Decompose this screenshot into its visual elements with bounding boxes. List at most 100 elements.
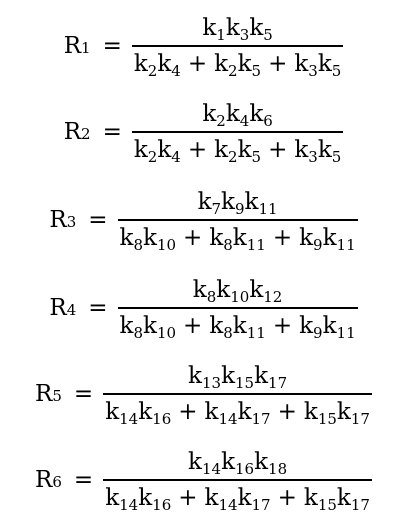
rate-constant-subscript: 17 xyxy=(350,410,370,428)
plus-sign: + xyxy=(272,225,293,251)
rate-constant-subscript: 11 xyxy=(336,324,356,342)
rate-constant-symbol: k xyxy=(299,225,314,251)
rate-constant-symbol: k xyxy=(237,485,252,511)
equation-r5: R 5 = k13k15k17 k14k16 + k14k17 + k15k17 xyxy=(0,354,407,434)
rate-constant-symbol: k xyxy=(303,485,318,511)
rate-constant-symbol: k xyxy=(232,313,247,339)
rate-constant-symbol: k xyxy=(294,137,309,163)
product-term: k3k5 xyxy=(294,137,341,166)
rate-constant-subscript: 9 xyxy=(313,236,323,254)
rate-constant-subscript: 5 xyxy=(263,26,273,44)
product-term: k15k17 xyxy=(304,399,370,428)
numerator: k14k16k18 xyxy=(186,449,289,479)
equation-r3: R 3 = k7k9k11 k8k10 + k8k11 + k9k11 xyxy=(0,180,407,260)
equals-sign: = xyxy=(88,295,108,321)
product-term: k1k3k5 xyxy=(202,15,273,44)
rate-constant-subscript: 16 xyxy=(152,410,172,428)
product-term: k2k4k6 xyxy=(202,101,273,130)
numerator: k1k3k5 xyxy=(200,15,274,45)
fraction-bar xyxy=(117,307,358,309)
rate-constant-symbol: k xyxy=(204,485,219,511)
rate-constant-subscript: 18 xyxy=(268,460,288,478)
product-term: k9k11 xyxy=(299,313,356,342)
product-term: k8k10 xyxy=(120,225,177,254)
product-term: k2k5 xyxy=(214,51,261,80)
fraction: k14k16k18 k14k16 + k14k17 + k15k17 xyxy=(103,449,372,514)
product-term: k2k4 xyxy=(134,137,181,166)
rate-constant-subscript: 8 xyxy=(133,236,143,254)
rate-constant-symbol: k xyxy=(225,15,240,41)
rate-constant-symbol: k xyxy=(294,51,309,77)
rate-constant-subscript: 3 xyxy=(239,26,250,44)
rate-constant-subscript: 2 xyxy=(216,112,226,130)
product-term: k9k11 xyxy=(299,225,356,254)
fraction: k13k15k17 k14k16 + k14k17 + k15k17 xyxy=(103,363,372,428)
rate-constant-symbol: k xyxy=(237,137,252,163)
plus-sign: + xyxy=(187,51,208,77)
rate-constant-subscript: 4 xyxy=(171,148,181,166)
numerator: k2k4k6 xyxy=(200,101,274,131)
rate-constant-symbol: k xyxy=(221,363,235,389)
product-term: k3k5 xyxy=(294,51,341,80)
lhs-symbol: R xyxy=(63,33,82,59)
rate-constant-symbol: k xyxy=(221,449,235,475)
fraction: k8k10k12 k8k10 + k8k11 + k9k11 xyxy=(117,277,358,342)
rate-constant-symbol: k xyxy=(225,101,240,127)
rate-constant-symbol: k xyxy=(244,189,259,215)
rate-constant-subscript: 16 xyxy=(235,460,255,478)
plus-sign: + xyxy=(183,313,203,339)
rate-constant-subscript: 14 xyxy=(119,410,139,428)
plus-sign: + xyxy=(272,313,293,339)
denominator: k2k4 + k2k5 + k3k5 xyxy=(132,47,343,80)
rate-constant-symbol: k xyxy=(254,449,269,475)
rate-constant-symbol: k xyxy=(232,225,247,251)
equals-sign: = xyxy=(102,119,122,145)
rate-constant-symbol: k xyxy=(119,313,134,339)
denominator: k14k16 + k14k17 + k15k17 xyxy=(103,395,372,428)
rate-constant-subscript: 15 xyxy=(317,410,337,428)
denominator: k2k4 + k2k5 + k3k5 xyxy=(132,133,343,166)
rate-constant-symbol: k xyxy=(105,399,120,425)
rate-constant-subscript: 3 xyxy=(308,62,318,80)
lhs-symbol: R xyxy=(49,295,67,321)
rate-constant-subscript: 8 xyxy=(133,324,143,342)
fraction: k7k9k11 k8k10 + k8k11 + k9k11 xyxy=(117,189,358,254)
rate-constant-symbol: k xyxy=(237,51,252,77)
rate-constant-symbol: k xyxy=(202,15,217,41)
rate-constant-symbol: k xyxy=(214,51,229,77)
rate-constant-subscript: 2 xyxy=(228,62,238,80)
rate-constant-subscript: 3 xyxy=(308,148,318,166)
rate-constant-subscript: 15 xyxy=(235,374,255,392)
plus-sign: + xyxy=(187,137,208,163)
rate-constant-symbol: k xyxy=(209,313,224,339)
lhs-symbol: R xyxy=(49,207,67,233)
product-term: k2k5 xyxy=(214,137,261,165)
equation-r2: R 2 = k2k4k6 k2k4 + k2k5 + k3k5 xyxy=(0,92,407,172)
rate-constant-subscript: 10 xyxy=(156,236,177,254)
rate-constant-symbol: k xyxy=(202,101,217,127)
rate-constant-subscript: 2 xyxy=(147,62,158,80)
rate-constant-subscript: 17 xyxy=(268,374,288,392)
rate-constant-symbol: k xyxy=(188,449,202,475)
equation-r4: R 4 = k8k10k12 k8k10 + k8k11 + k9k11 xyxy=(0,268,407,348)
rate-constant-symbol: k xyxy=(249,15,264,41)
rate-constant-subscript: 12 xyxy=(263,288,283,306)
denominator: k14k16 + k14k17 + k15k17 xyxy=(103,481,372,514)
rate-constant-symbol: k xyxy=(188,363,202,389)
fraction-bar xyxy=(131,45,344,47)
rate-constant-symbol: k xyxy=(143,225,157,251)
rate-constant-subscript: 8 xyxy=(223,236,233,254)
rate-constant-symbol: k xyxy=(237,399,252,425)
denominator: k8k10 + k8k11 + k9k11 xyxy=(118,309,358,342)
plus-sign: + xyxy=(178,399,198,425)
product-term: k14k17 xyxy=(205,399,271,428)
equals-sign: = xyxy=(73,467,94,493)
fraction-bar xyxy=(103,479,372,481)
product-term: k14k16k18 xyxy=(188,449,288,478)
rate-constant-subscript: 17 xyxy=(251,410,271,428)
rate-constant-subscript: 6 xyxy=(263,112,273,130)
equation-r1: R 1 = k1k3k5 k2k4 + k2k5 + k3k5 xyxy=(0,6,407,86)
rate-constant-subscript: 15 xyxy=(317,496,337,514)
